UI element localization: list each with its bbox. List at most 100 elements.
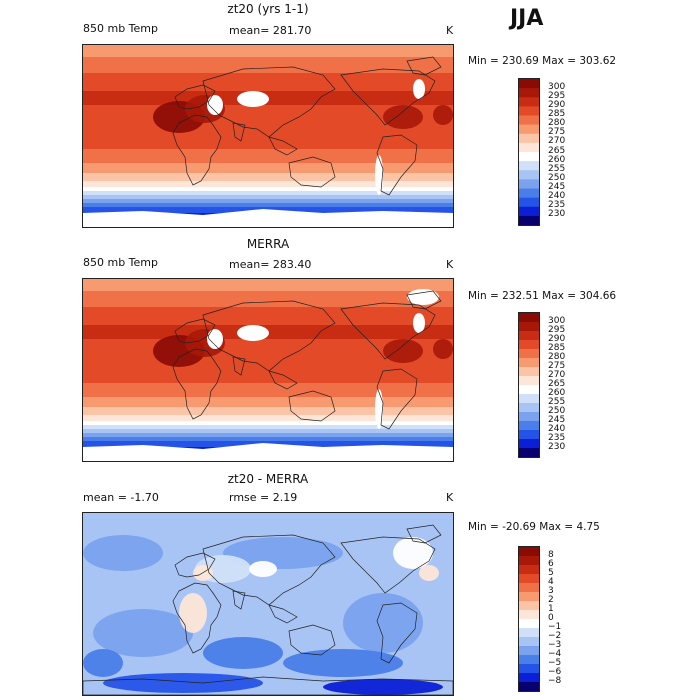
colorbar-swatch xyxy=(519,349,539,359)
colorbar-swatch xyxy=(519,673,539,683)
warm-anomaly xyxy=(383,105,423,129)
panel2-title: MERRA xyxy=(246,237,290,251)
coastline xyxy=(232,122,246,142)
coastline xyxy=(376,602,418,664)
coastline xyxy=(268,604,298,624)
coastline xyxy=(376,134,418,196)
colorbar-swatch xyxy=(519,206,539,217)
difference-contour xyxy=(103,673,263,693)
panel3-map xyxy=(82,512,454,696)
colorbar-swatch xyxy=(519,682,539,691)
warm-anomaly xyxy=(383,339,423,363)
coastline xyxy=(202,300,336,372)
coastline xyxy=(268,370,298,390)
temperature-band xyxy=(83,407,453,416)
colorbar-swatch xyxy=(519,637,539,647)
masked-region xyxy=(237,325,269,341)
season-title: JJA xyxy=(510,6,544,31)
colorbar-tick-label: 265 xyxy=(548,378,566,389)
panel1-colorbar xyxy=(518,78,540,226)
colorbar-swatch xyxy=(519,88,539,98)
masked-region xyxy=(375,389,383,429)
colorbar-tick-label: −6 xyxy=(548,666,562,677)
coastline xyxy=(174,552,216,578)
coastline xyxy=(288,390,336,422)
colorbar-swatch xyxy=(519,340,539,350)
colorbar-tick-label: 235 xyxy=(548,200,566,211)
colorbar-swatch xyxy=(519,664,539,674)
antarctica-mask xyxy=(83,443,453,461)
colorbar-tick-label: 295 xyxy=(548,324,566,335)
colorbar-swatch xyxy=(519,448,539,457)
coastline xyxy=(172,582,222,654)
coastline xyxy=(340,302,436,360)
temperature-band xyxy=(83,383,453,398)
colorbar-swatch xyxy=(519,655,539,665)
colorbar-tick-label: 4 xyxy=(548,576,554,587)
difference-contour xyxy=(393,537,433,569)
temperature-band xyxy=(83,397,453,408)
coastline xyxy=(406,290,442,310)
colorbar-tick-label: 3 xyxy=(548,585,554,596)
colorbar-tick-label: −3 xyxy=(548,639,562,650)
temperature-band xyxy=(83,45,453,58)
colorbar-swatch xyxy=(519,646,539,656)
temperature-band xyxy=(83,149,453,164)
colorbar-swatch xyxy=(519,430,539,440)
colorbar-tick-label: 285 xyxy=(548,342,566,353)
colorbar-swatch xyxy=(519,313,539,323)
panel2-units: K xyxy=(446,258,454,271)
colorbar-tick-label: 235 xyxy=(548,432,566,443)
colorbar-tick-label: 240 xyxy=(548,191,566,202)
colorbar-tick-label: 250 xyxy=(548,172,566,183)
colorbar-tick-label: 290 xyxy=(548,99,566,110)
colorbar-tick-label: 285 xyxy=(548,109,566,119)
colorbar-swatch xyxy=(519,179,539,189)
colorbar-swatch xyxy=(519,115,539,126)
colorbar-tick-label: −2 xyxy=(548,630,562,641)
masked-region xyxy=(413,79,425,99)
coastline xyxy=(268,136,298,156)
temperature-band xyxy=(83,173,453,182)
colorbar-tick-label: 300 xyxy=(548,315,566,326)
colorbar-tick-label: 255 xyxy=(548,396,566,407)
colorbar-swatch xyxy=(519,197,539,208)
coastline xyxy=(376,368,418,430)
difference-contour xyxy=(179,593,207,633)
panel3-title: zt20 - MERRA xyxy=(227,472,309,486)
temperature-band xyxy=(83,57,453,74)
difference-contour xyxy=(223,537,343,569)
temperature-band xyxy=(83,279,453,292)
colorbar-swatch xyxy=(519,628,539,638)
difference-contour xyxy=(93,609,193,657)
colorbar-tick-label: 260 xyxy=(548,154,566,165)
coastline xyxy=(340,536,436,594)
colorbar-tick-label: 295 xyxy=(548,90,566,101)
colorbar-swatch xyxy=(519,170,539,180)
panel1-minmax: Min = 230.69 Max = 303.62 xyxy=(468,55,617,67)
colorbar-tick-label: 280 xyxy=(548,118,566,129)
colorbar-tick-label: 5 xyxy=(548,567,554,578)
panel3-minmax: Min = -20.69 Max = 4.75 xyxy=(468,521,600,533)
coastline xyxy=(288,624,336,656)
temperature-band xyxy=(83,421,453,426)
colorbar-tick-label: 230 xyxy=(548,441,566,452)
colorbar-tick-label: −4 xyxy=(548,648,562,659)
colorbar-tick-label: 2 xyxy=(548,594,554,605)
antarctica-mask xyxy=(83,209,453,227)
difference-contour xyxy=(83,535,163,571)
warm-anomaly xyxy=(433,105,453,125)
coastline xyxy=(232,356,246,376)
colorbar-swatch xyxy=(519,565,539,575)
coastline xyxy=(172,114,222,186)
difference-contour xyxy=(203,637,283,669)
warm-anomaly xyxy=(433,339,453,359)
panel3-rmse: rmse = 2.19 xyxy=(229,491,298,504)
panel1-map xyxy=(82,44,454,228)
colorbar-swatch xyxy=(519,421,539,431)
colorbar-swatch xyxy=(519,574,539,584)
colorbar-swatch xyxy=(519,358,539,368)
colorbar-swatch xyxy=(519,215,539,225)
colorbar-swatch xyxy=(519,556,539,566)
panel1-units: K xyxy=(446,24,454,37)
